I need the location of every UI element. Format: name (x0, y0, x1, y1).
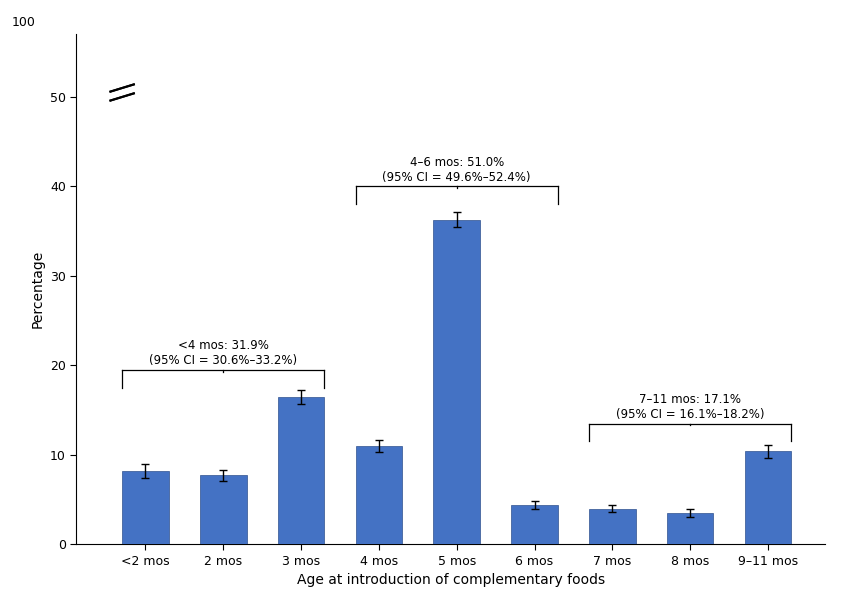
Bar (355, 446, 402, 544)
X-axis label: Age at introduction of complementary foods: Age at introduction of complementary foo… (297, 573, 605, 587)
Text: <4 mos: 31.9%
(95% CI = 30.6%–33.2%): <4 mos: 31.9% (95% CI = 30.6%–33.2%) (149, 339, 297, 367)
Bar (744, 451, 791, 544)
Bar (278, 397, 324, 544)
Bar (200, 475, 247, 544)
Bar (122, 471, 169, 544)
Bar (434, 219, 480, 544)
Text: 100: 100 (12, 16, 35, 29)
Text: 7–11 mos: 17.1%
(95% CI = 16.1%–18.2%): 7–11 mos: 17.1% (95% CI = 16.1%–18.2%) (616, 393, 765, 421)
Text: 4–6 mos: 51.0%
(95% CI = 49.6%–52.4%): 4–6 mos: 51.0% (95% CI = 49.6%–52.4%) (382, 156, 531, 184)
Bar (667, 513, 713, 544)
Bar (511, 505, 558, 544)
Bar (589, 509, 636, 544)
Y-axis label: Percentage: Percentage (30, 250, 45, 329)
